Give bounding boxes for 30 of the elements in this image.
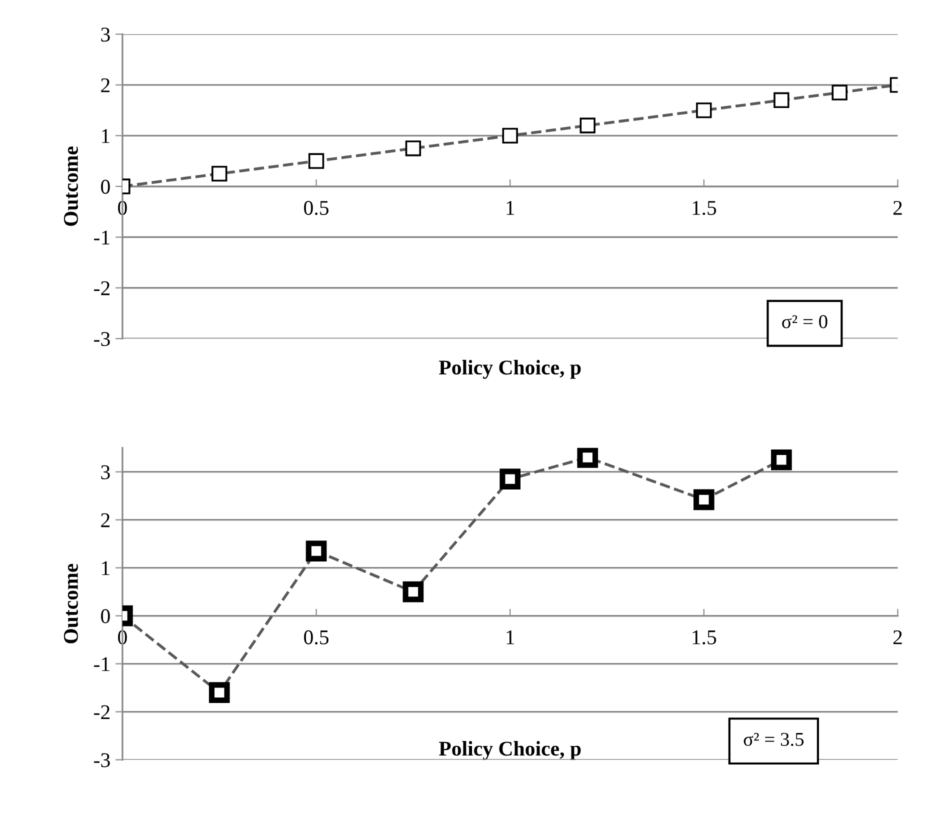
y-tick-label: -3 xyxy=(94,332,110,346)
x-axis-title: Policy Choice, p xyxy=(438,741,581,760)
x-tick-label: 0 xyxy=(118,200,127,215)
annotation: σ² = 0 xyxy=(782,315,828,328)
y-tick-label: 1 xyxy=(102,129,110,143)
x-tick-label: 0.5 xyxy=(304,630,328,644)
y-tick-label: 0 xyxy=(101,609,110,624)
y-tick-label: -2 xyxy=(94,281,110,296)
x-tick-label: 1 xyxy=(506,200,514,215)
y-tick-label: 1 xyxy=(102,561,110,576)
y-axis-title: Outcome xyxy=(64,146,78,226)
y-tick-label: 2 xyxy=(101,78,110,92)
y-axis-title: Outcome xyxy=(64,564,78,644)
y-tick-label: 3 xyxy=(101,28,110,42)
x-tick-label: 2 xyxy=(893,200,902,215)
y-tick-label: 0 xyxy=(101,180,110,194)
x-tick-label: 2 xyxy=(893,630,902,644)
x-tick-label: 0 xyxy=(118,630,127,644)
y-tick-label: -2 xyxy=(94,705,110,720)
x-axis-title: Policy Choice, p xyxy=(438,360,581,379)
y-tick-label: 3 xyxy=(101,465,110,480)
x-tick-label: 0.5 xyxy=(304,200,328,216)
y-tick-label: 2 xyxy=(101,513,110,528)
x-tick-label: 1.5 xyxy=(692,200,716,216)
x-tick-label: 1 xyxy=(506,630,514,644)
y-tick-label: -3 xyxy=(94,753,110,768)
y-tick-label: -1 xyxy=(94,657,110,672)
x-tick-label: 1.5 xyxy=(692,630,716,644)
annotation: σ² = 3.5 xyxy=(744,732,804,746)
y-tick-label: -1 xyxy=(94,230,110,244)
